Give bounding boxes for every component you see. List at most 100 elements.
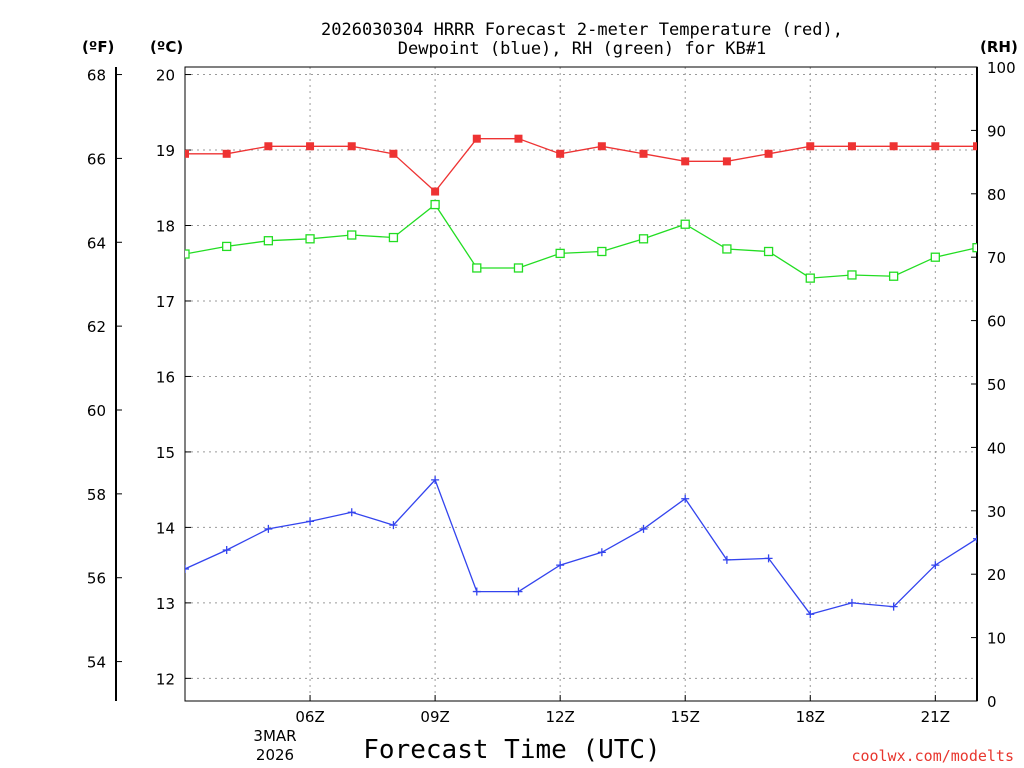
watermark: coolwx.com/modelts (851, 747, 1014, 765)
temperature-point (306, 142, 315, 151)
celsius-tick-label: 16 (156, 368, 175, 386)
temperature-point (472, 134, 481, 143)
fahrenheit-tick-label: 64 (87, 234, 106, 252)
dewpoint-point (185, 564, 189, 573)
dewpoint-point (514, 587, 523, 596)
rh-point (972, 243, 977, 253)
dewpoint-point (431, 475, 440, 484)
celsius-tick-label: 13 (156, 595, 175, 613)
date-label-year: 2026 (256, 746, 294, 764)
rh-point (847, 270, 857, 280)
series-layer (185, 134, 977, 619)
rh-point (388, 232, 399, 243)
rh-tick-label: 0 (987, 693, 997, 711)
rh-tick-label: 60 (987, 313, 1006, 331)
rh-point (222, 241, 232, 252)
temperature-point (722, 157, 731, 166)
x-axis-title: Forecast Time (UTC) (363, 735, 660, 765)
plot-frame (184, 66, 978, 702)
dewpoint-point (222, 546, 231, 555)
rh-tick-label: 90 (987, 122, 1006, 140)
rh-tick-label: 100 (987, 59, 1016, 77)
x-tick-label: 12Z (545, 708, 574, 726)
chart-title-line1: 2026030304 HRRR Forecast 2-meter Tempera… (321, 20, 843, 40)
rh-tick-label: 50 (987, 376, 1006, 394)
rh-point (638, 234, 649, 244)
rh-tick-label: 30 (987, 503, 1006, 521)
x-tick-label: 15Z (671, 708, 700, 726)
date-label-month: 3MAR (253, 727, 296, 745)
dewpoint-line (185, 478, 977, 615)
temperature-point (639, 149, 648, 158)
rh-point (305, 234, 315, 244)
celsius-tick-label: 17 (156, 293, 175, 311)
temperature-line (185, 138, 977, 193)
unit-label-fahrenheit: (ºF) (82, 38, 114, 56)
rh-tick-label: 70 (987, 249, 1006, 267)
temperature-point (764, 149, 773, 158)
x-tick-label: 18Z (796, 708, 825, 726)
fahrenheit-tick-label: 54 (87, 654, 106, 672)
temperature-point (347, 142, 356, 151)
temperature-point (389, 149, 398, 158)
dewpoint-point (347, 508, 356, 517)
rh-point (513, 263, 524, 273)
dewpoint-point (597, 548, 606, 557)
rh-point (472, 263, 482, 273)
x-tick-label: 06Z (295, 708, 324, 726)
dewpoint-point (973, 534, 977, 543)
rh-line (185, 203, 977, 279)
rh-point (597, 246, 607, 257)
rh-point (888, 271, 899, 281)
temperature-point (847, 142, 856, 151)
celsius-tick-label: 18 (156, 218, 175, 236)
x-tick-label: 09Z (420, 708, 449, 726)
celsius-tick-label: 20 (156, 67, 175, 85)
celsius-tick-label: 15 (156, 444, 175, 462)
gridlines (185, 67, 977, 701)
temperature-point (514, 134, 523, 143)
fahrenheit-tick-label: 58 (87, 486, 106, 504)
rh-point (722, 244, 732, 254)
temperature-point (556, 149, 565, 158)
rh-point (930, 252, 940, 262)
rh-point (430, 199, 440, 210)
temperature-point (185, 149, 189, 158)
rh-point (555, 248, 565, 259)
temperature-point (222, 149, 231, 158)
x-tick-label: 21Z (921, 708, 950, 726)
fahrenheit-tick-label: 56 (87, 570, 106, 588)
dewpoint-point (264, 524, 273, 533)
rh-point (763, 246, 774, 257)
rh-point (805, 273, 815, 283)
rh-point (185, 249, 190, 259)
temperature-point (431, 187, 440, 196)
rh-tick-label: 80 (987, 186, 1006, 204)
unit-label-rh: (RH) (980, 38, 1018, 56)
rh-tick-label: 20 (987, 566, 1006, 584)
dewpoint-point (764, 554, 773, 563)
rh-point (263, 236, 274, 246)
celsius-tick-label: 19 (156, 142, 175, 160)
celsius-tick-label: 12 (156, 670, 175, 688)
celsius-tick-label: 14 (156, 519, 175, 537)
chart-title-line2: Dewpoint (blue), RH (green) for KB#1 (398, 39, 766, 59)
dewpoint-point (681, 494, 690, 503)
fahrenheit-tick-label: 66 (87, 150, 106, 168)
dewpoint-point (639, 524, 648, 533)
dewpoint-point (472, 587, 481, 596)
dewpoint-point (306, 517, 315, 526)
dewpoint-point (722, 555, 731, 564)
rh-tick-label: 40 (987, 439, 1006, 457)
temperature-point (264, 142, 273, 151)
dewpoint-point (847, 598, 856, 607)
fahrenheit-tick-label: 60 (87, 402, 106, 420)
rh-tick-label: 10 (987, 630, 1006, 648)
rh-point (680, 219, 690, 229)
dewpoint-point (889, 602, 898, 611)
temperature-point (806, 142, 815, 151)
fahrenheit-tick-label: 62 (87, 318, 106, 336)
fahrenheit-tick-label: 68 (87, 67, 106, 85)
axis-ticks: 12 13 14 15 16 17 18 19 20 06Z 09Z 12Z 15Z 18Z 21Z 54 56… (87, 59, 1016, 726)
